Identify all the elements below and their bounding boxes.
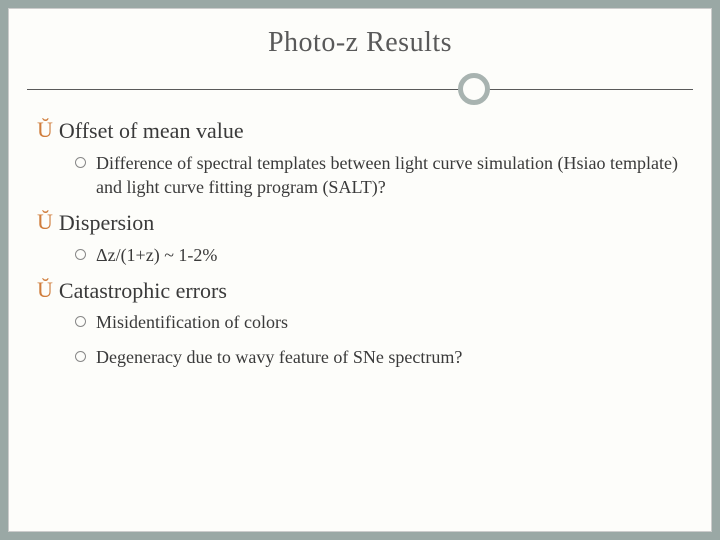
heading-text: Dispersion [59,209,154,237]
list-item: Difference of spectral templates between… [75,151,683,200]
divider [9,73,711,105]
heading-row: Ŭ Offset of mean value [37,117,683,145]
swirl-bullet-icon: Ŭ [37,277,53,303]
heading-row: Ŭ Dispersion [37,209,683,237]
heading-text: Offset of mean value [59,117,244,145]
title-area: Photo-z Results [9,9,711,73]
circle-bullet-icon [75,316,86,327]
swirl-bullet-icon: Ŭ [37,117,53,143]
horizontal-rule [27,89,693,90]
circle-bullet-icon [75,249,86,260]
item-text: Degeneracy due to wavy feature of SNe sp… [96,345,462,369]
circle-bullet-icon [75,351,86,362]
item-text: Misidentification of colors [96,310,288,334]
circle-bullet-icon [75,157,86,168]
section-offset: Ŭ Offset of mean value Difference of spe… [37,117,683,199]
heading-row: Ŭ Catastrophic errors [37,277,683,305]
section-dispersion: Ŭ Dispersion Δz/(1+z) ~ 1-2% [37,209,683,267]
list-item: Misidentification of colors [75,310,683,334]
item-text: Δz/(1+z) ~ 1-2% [96,243,217,267]
list-item: Δz/(1+z) ~ 1-2% [75,243,683,267]
list-item: Degeneracy due to wavy feature of SNe sp… [75,345,683,369]
slide-container: Photo-z Results Ŭ Offset of mean value D… [8,8,712,532]
section-catastrophic: Ŭ Catastrophic errors Misidentification … [37,277,683,369]
swirl-bullet-icon: Ŭ [37,209,53,235]
item-text: Difference of spectral templates between… [96,151,683,200]
circle-decoration-icon [458,73,490,105]
heading-text: Catastrophic errors [59,277,227,305]
content-area: Ŭ Offset of mean value Difference of spe… [9,117,711,369]
slide-title: Photo-z Results [9,27,711,59]
